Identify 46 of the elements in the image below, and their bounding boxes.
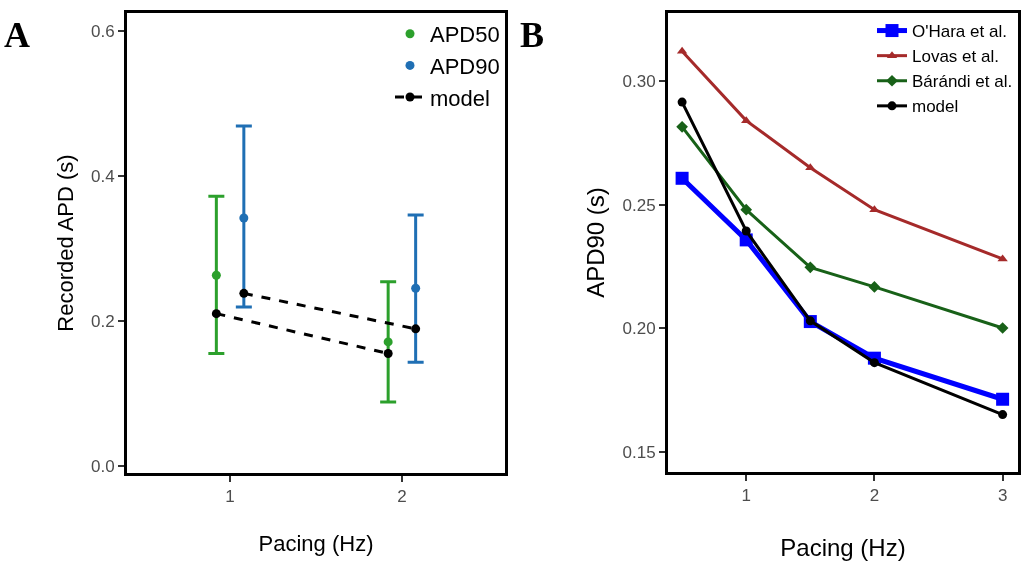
x-axis-title: Pacing (Hz) (258, 531, 374, 556)
y-axis-title: APD90 (s) (581, 187, 609, 298)
point (676, 120, 688, 133)
x-tick-label: 2 (397, 487, 407, 507)
point (675, 171, 689, 185)
point (211, 270, 221, 280)
x-tick-label: 3 (997, 486, 1008, 506)
y-tick-label: 0.0 (90, 456, 115, 476)
point (411, 324, 421, 334)
point (741, 226, 751, 236)
x-tick-label: 1 (741, 486, 751, 506)
point (239, 288, 249, 298)
x-tick-label: 1 (225, 487, 235, 507)
point (997, 254, 1008, 262)
point (239, 213, 249, 223)
text: A (4, 15, 30, 55)
y-tick-label: 0.6 (90, 22, 115, 42)
x-axis-title: Pacing (Hz) (780, 534, 906, 561)
legend-label: Lovas et al. (912, 47, 999, 67)
point (677, 97, 687, 107)
point (996, 322, 1009, 334)
x-tick-label: 2 (869, 486, 880, 506)
point (998, 410, 1008, 420)
point (868, 281, 881, 293)
point (996, 392, 1010, 406)
text: B (520, 15, 545, 55)
y-tick-label: 0.30 (622, 72, 656, 91)
y-tick-label: 0.15 (622, 443, 656, 463)
point (211, 309, 221, 319)
y-tick-label: 0.20 (622, 319, 656, 339)
point (869, 358, 879, 368)
y-axis-title: Recorded APD (s) (52, 154, 78, 332)
y-tick-label: 0.4 (90, 166, 115, 186)
point (740, 203, 753, 216)
point (411, 283, 421, 293)
point (383, 348, 393, 358)
y-tick-label: 0.2 (90, 311, 115, 331)
legend-label: Bárándi et al. (912, 72, 1013, 92)
legend-label: APD90 (430, 53, 500, 79)
point (804, 261, 817, 274)
point (383, 337, 393, 347)
legend-label: APD50 (430, 22, 500, 48)
legend-label: model (912, 97, 959, 117)
legend-label: model (430, 85, 490, 111)
y-tick-label: 0.25 (622, 195, 656, 215)
legend-label: O'Hara et al. (912, 22, 1007, 42)
